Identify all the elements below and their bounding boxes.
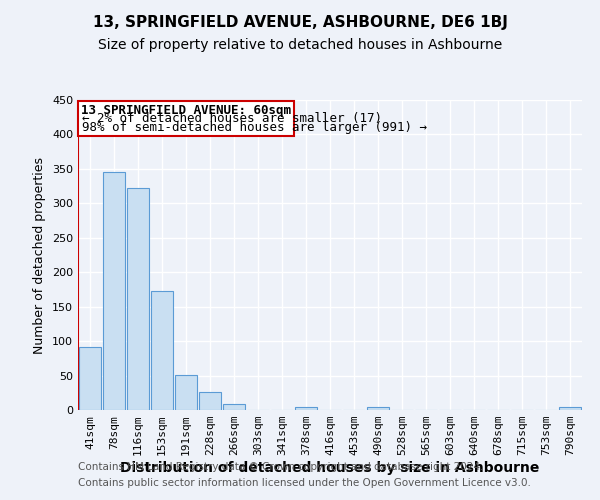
- Text: Contains HM Land Registry data © Crown copyright and database right 2024.: Contains HM Land Registry data © Crown c…: [78, 462, 484, 472]
- Text: 13 SPRINGFIELD AVENUE: 60sqm: 13 SPRINGFIELD AVENUE: 60sqm: [81, 104, 291, 117]
- Bar: [559, 406, 581, 410]
- Bar: [79, 102, 294, 136]
- Text: Contains public sector information licensed under the Open Government Licence v3: Contains public sector information licen…: [78, 478, 531, 488]
- Y-axis label: Number of detached properties: Number of detached properties: [34, 156, 46, 354]
- Bar: [175, 375, 197, 410]
- X-axis label: Distribution of detached houses by size in Ashbourne: Distribution of detached houses by size …: [121, 461, 539, 475]
- Text: Size of property relative to detached houses in Ashbourne: Size of property relative to detached ho…: [98, 38, 502, 52]
- Bar: [199, 392, 221, 410]
- Bar: [79, 346, 101, 410]
- Text: ← 2% of detached houses are smaller (17): ← 2% of detached houses are smaller (17): [82, 112, 382, 126]
- Text: 98% of semi-detached houses are larger (991) →: 98% of semi-detached houses are larger (…: [82, 120, 427, 134]
- Text: 13, SPRINGFIELD AVENUE, ASHBOURNE, DE6 1BJ: 13, SPRINGFIELD AVENUE, ASHBOURNE, DE6 1…: [92, 15, 508, 30]
- Bar: [223, 404, 245, 410]
- Bar: [367, 406, 389, 410]
- Bar: [151, 291, 173, 410]
- Bar: [127, 188, 149, 410]
- Bar: [103, 172, 125, 410]
- Bar: [295, 406, 317, 410]
